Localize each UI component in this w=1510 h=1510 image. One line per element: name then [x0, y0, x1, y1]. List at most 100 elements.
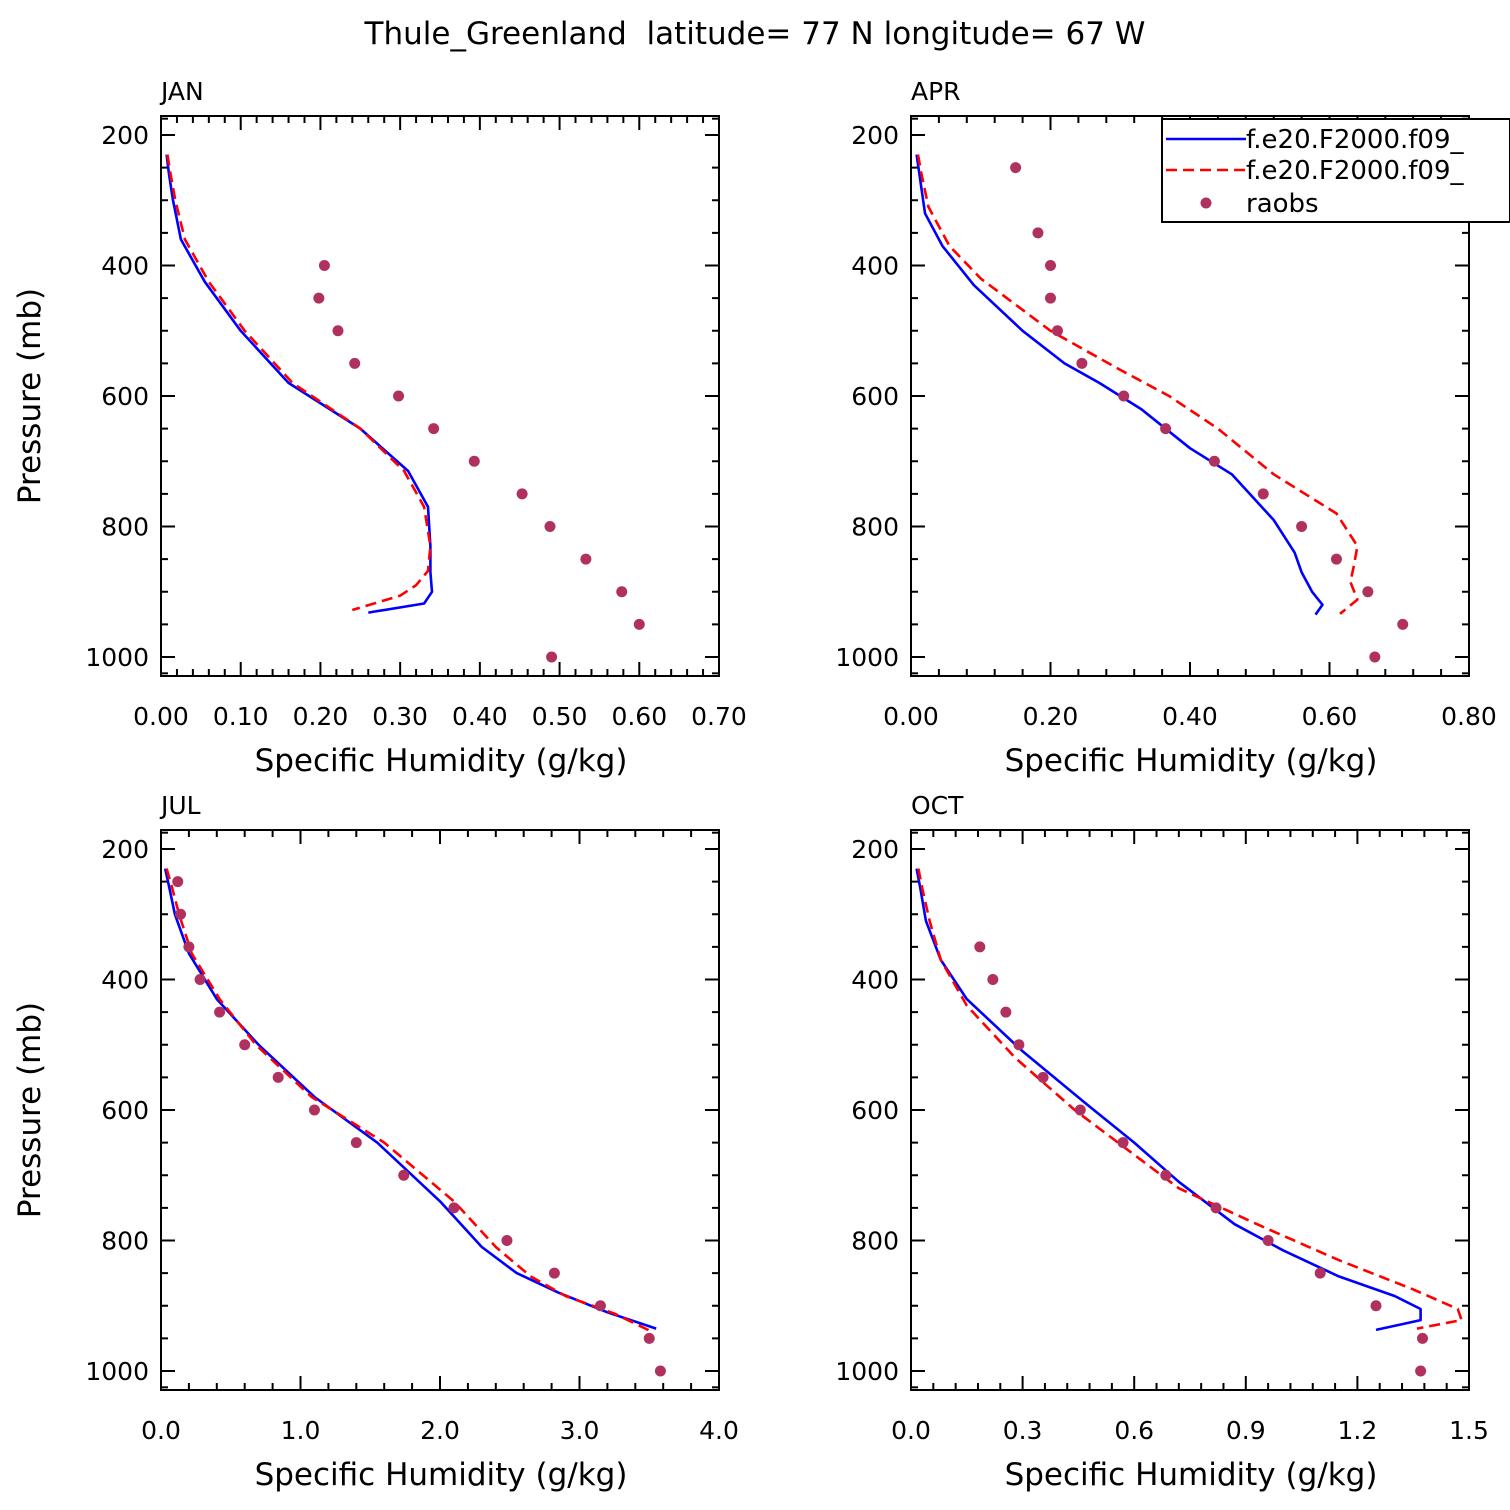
raobs-point — [1314, 1267, 1326, 1279]
raobs-point — [654, 1365, 666, 1377]
y-tick-label: 600 — [101, 1096, 149, 1125]
raobs-point — [172, 876, 184, 888]
plot-frame — [160, 115, 720, 677]
x-tick-label: 0.20 — [1023, 702, 1079, 731]
x-tick-label: 1.5 — [1449, 1416, 1489, 1445]
y-tick-label: 1000 — [85, 643, 149, 672]
raobs-point — [1118, 390, 1130, 402]
raobs-point — [1362, 586, 1374, 598]
y-tick-label: 400 — [851, 966, 899, 995]
x-tick-label: 2.0 — [420, 1416, 460, 1445]
panel-title: JAN — [159, 77, 204, 106]
raobs-point — [194, 974, 206, 985]
raobs-point — [1208, 455, 1220, 467]
raobs-point — [313, 292, 325, 304]
raobs-point — [594, 1300, 606, 1312]
raobs-point — [501, 1235, 513, 1246]
model-dashed-line — [917, 868, 1463, 1330]
raobs-point — [1296, 521, 1308, 532]
plot-frame — [910, 829, 1470, 1391]
x-tick-label: 4.0 — [699, 1416, 739, 1445]
raobs-point — [580, 553, 592, 565]
y-tick-label: 200 — [101, 121, 149, 150]
y-tick-label: 200 — [101, 835, 149, 864]
x-tick-label: 0.00 — [133, 702, 189, 731]
raobs-point — [1370, 1300, 1382, 1312]
raobs-point — [1397, 618, 1409, 630]
y-axis-label: Pressure (mb) — [12, 1002, 48, 1218]
figure-title: Thule_Greenland latitude= 77 N longitude… — [364, 16, 1146, 52]
raobs-point — [350, 1137, 362, 1149]
plot-frame — [160, 829, 720, 1391]
raobs-point — [1417, 1332, 1428, 1344]
y-tick-label: 400 — [101, 252, 149, 281]
raobs-point — [548, 1267, 560, 1279]
raobs-point — [332, 325, 344, 337]
y-tick-label: 1000 — [85, 1357, 149, 1386]
raobs-point — [1369, 651, 1381, 663]
x-axis-label: Specific Humidity (g/kg) — [1005, 1457, 1378, 1493]
legend-box: f.e20.F2000.f09_f.e20.F2000.f09_raobs — [1161, 118, 1510, 223]
raobs-point — [398, 1169, 410, 1181]
panel-apr: 200 400 600 800 1000 0.00 0.20 0.40 0.60 0.80 APR S… — [835, 77, 1496, 779]
x-tick-label: 0.3 — [1003, 1416, 1043, 1445]
legend-marker — [1200, 197, 1212, 209]
raobs-point — [1117, 1137, 1129, 1149]
raobs-point — [1032, 227, 1044, 239]
raobs-point — [1074, 1104, 1086, 1116]
raobs-point — [616, 586, 628, 598]
x-axis-label: Specific Humidity (g/kg) — [255, 1457, 628, 1493]
y-axis-label: Pressure (mb) — [12, 288, 48, 504]
raobs-point — [1160, 423, 1172, 435]
raobs-point — [349, 357, 361, 369]
raobs-point — [1210, 1202, 1222, 1214]
raobs-point — [974, 941, 986, 953]
raobs-point — [1037, 1071, 1049, 1083]
x-tick-label: 0.60 — [1302, 702, 1358, 731]
x-tick-label: 1.0 — [281, 1416, 321, 1445]
x-tick-label: 1.2 — [1338, 1416, 1378, 1445]
x-tick-label: 0.40 — [1162, 702, 1218, 731]
raobs-point — [318, 260, 330, 271]
model-dashed-line — [166, 154, 432, 612]
raobs-point — [393, 390, 405, 402]
raobs-point — [1051, 325, 1063, 337]
raobs-point — [239, 1039, 251, 1051]
x-tick-label: 0.20 — [293, 702, 349, 731]
panel-title: APR — [911, 77, 961, 106]
raobs-point — [1013, 1039, 1025, 1051]
panel-oct: 200 400 600 800 1000 0.0 0.3 0.6 0.9 1.2 1.5 OCT Spe… — [835, 791, 1489, 1493]
raobs-point — [1045, 292, 1056, 304]
y-tick-label: 200 — [851, 835, 899, 864]
raobs-point — [308, 1104, 320, 1116]
x-tick-label: 0.30 — [372, 702, 428, 731]
legend-label: raobs — [1246, 189, 1319, 219]
model-dashed-line — [165, 868, 650, 1332]
x-tick-label: 0.40 — [452, 702, 508, 731]
raobs-point — [1000, 1006, 1012, 1018]
raobs-point — [1160, 1169, 1172, 1181]
raobs-point — [428, 423, 440, 435]
model-dashed-line — [916, 154, 1359, 615]
raobs-point — [1045, 260, 1056, 271]
x-tick-label: 0.00 — [883, 702, 939, 731]
x-tick-label: 0.70 — [691, 702, 747, 731]
y-tick-label: 800 — [851, 513, 899, 542]
y-tick-label: 600 — [101, 382, 149, 411]
raobs-point — [1262, 1235, 1274, 1246]
x-tick-label: 0.60 — [611, 702, 667, 731]
legend-label: f.e20.F2000.f09_ — [1246, 156, 1464, 186]
y-tick-label: 600 — [851, 1096, 899, 1125]
y-tick-label: 600 — [851, 382, 899, 411]
raobs-point — [546, 651, 558, 663]
raobs-point — [987, 974, 999, 985]
raobs-point — [1257, 488, 1269, 500]
panel-title: JUL — [159, 791, 201, 820]
model-solid-line — [163, 868, 657, 1330]
y-tick-label: 800 — [101, 513, 149, 542]
model-solid-line — [915, 154, 1324, 616]
y-tick-label: 800 — [101, 1227, 149, 1256]
y-tick-label: 800 — [851, 1227, 899, 1256]
x-tick-label: 3.0 — [560, 1416, 600, 1445]
raobs-point — [1010, 162, 1022, 174]
